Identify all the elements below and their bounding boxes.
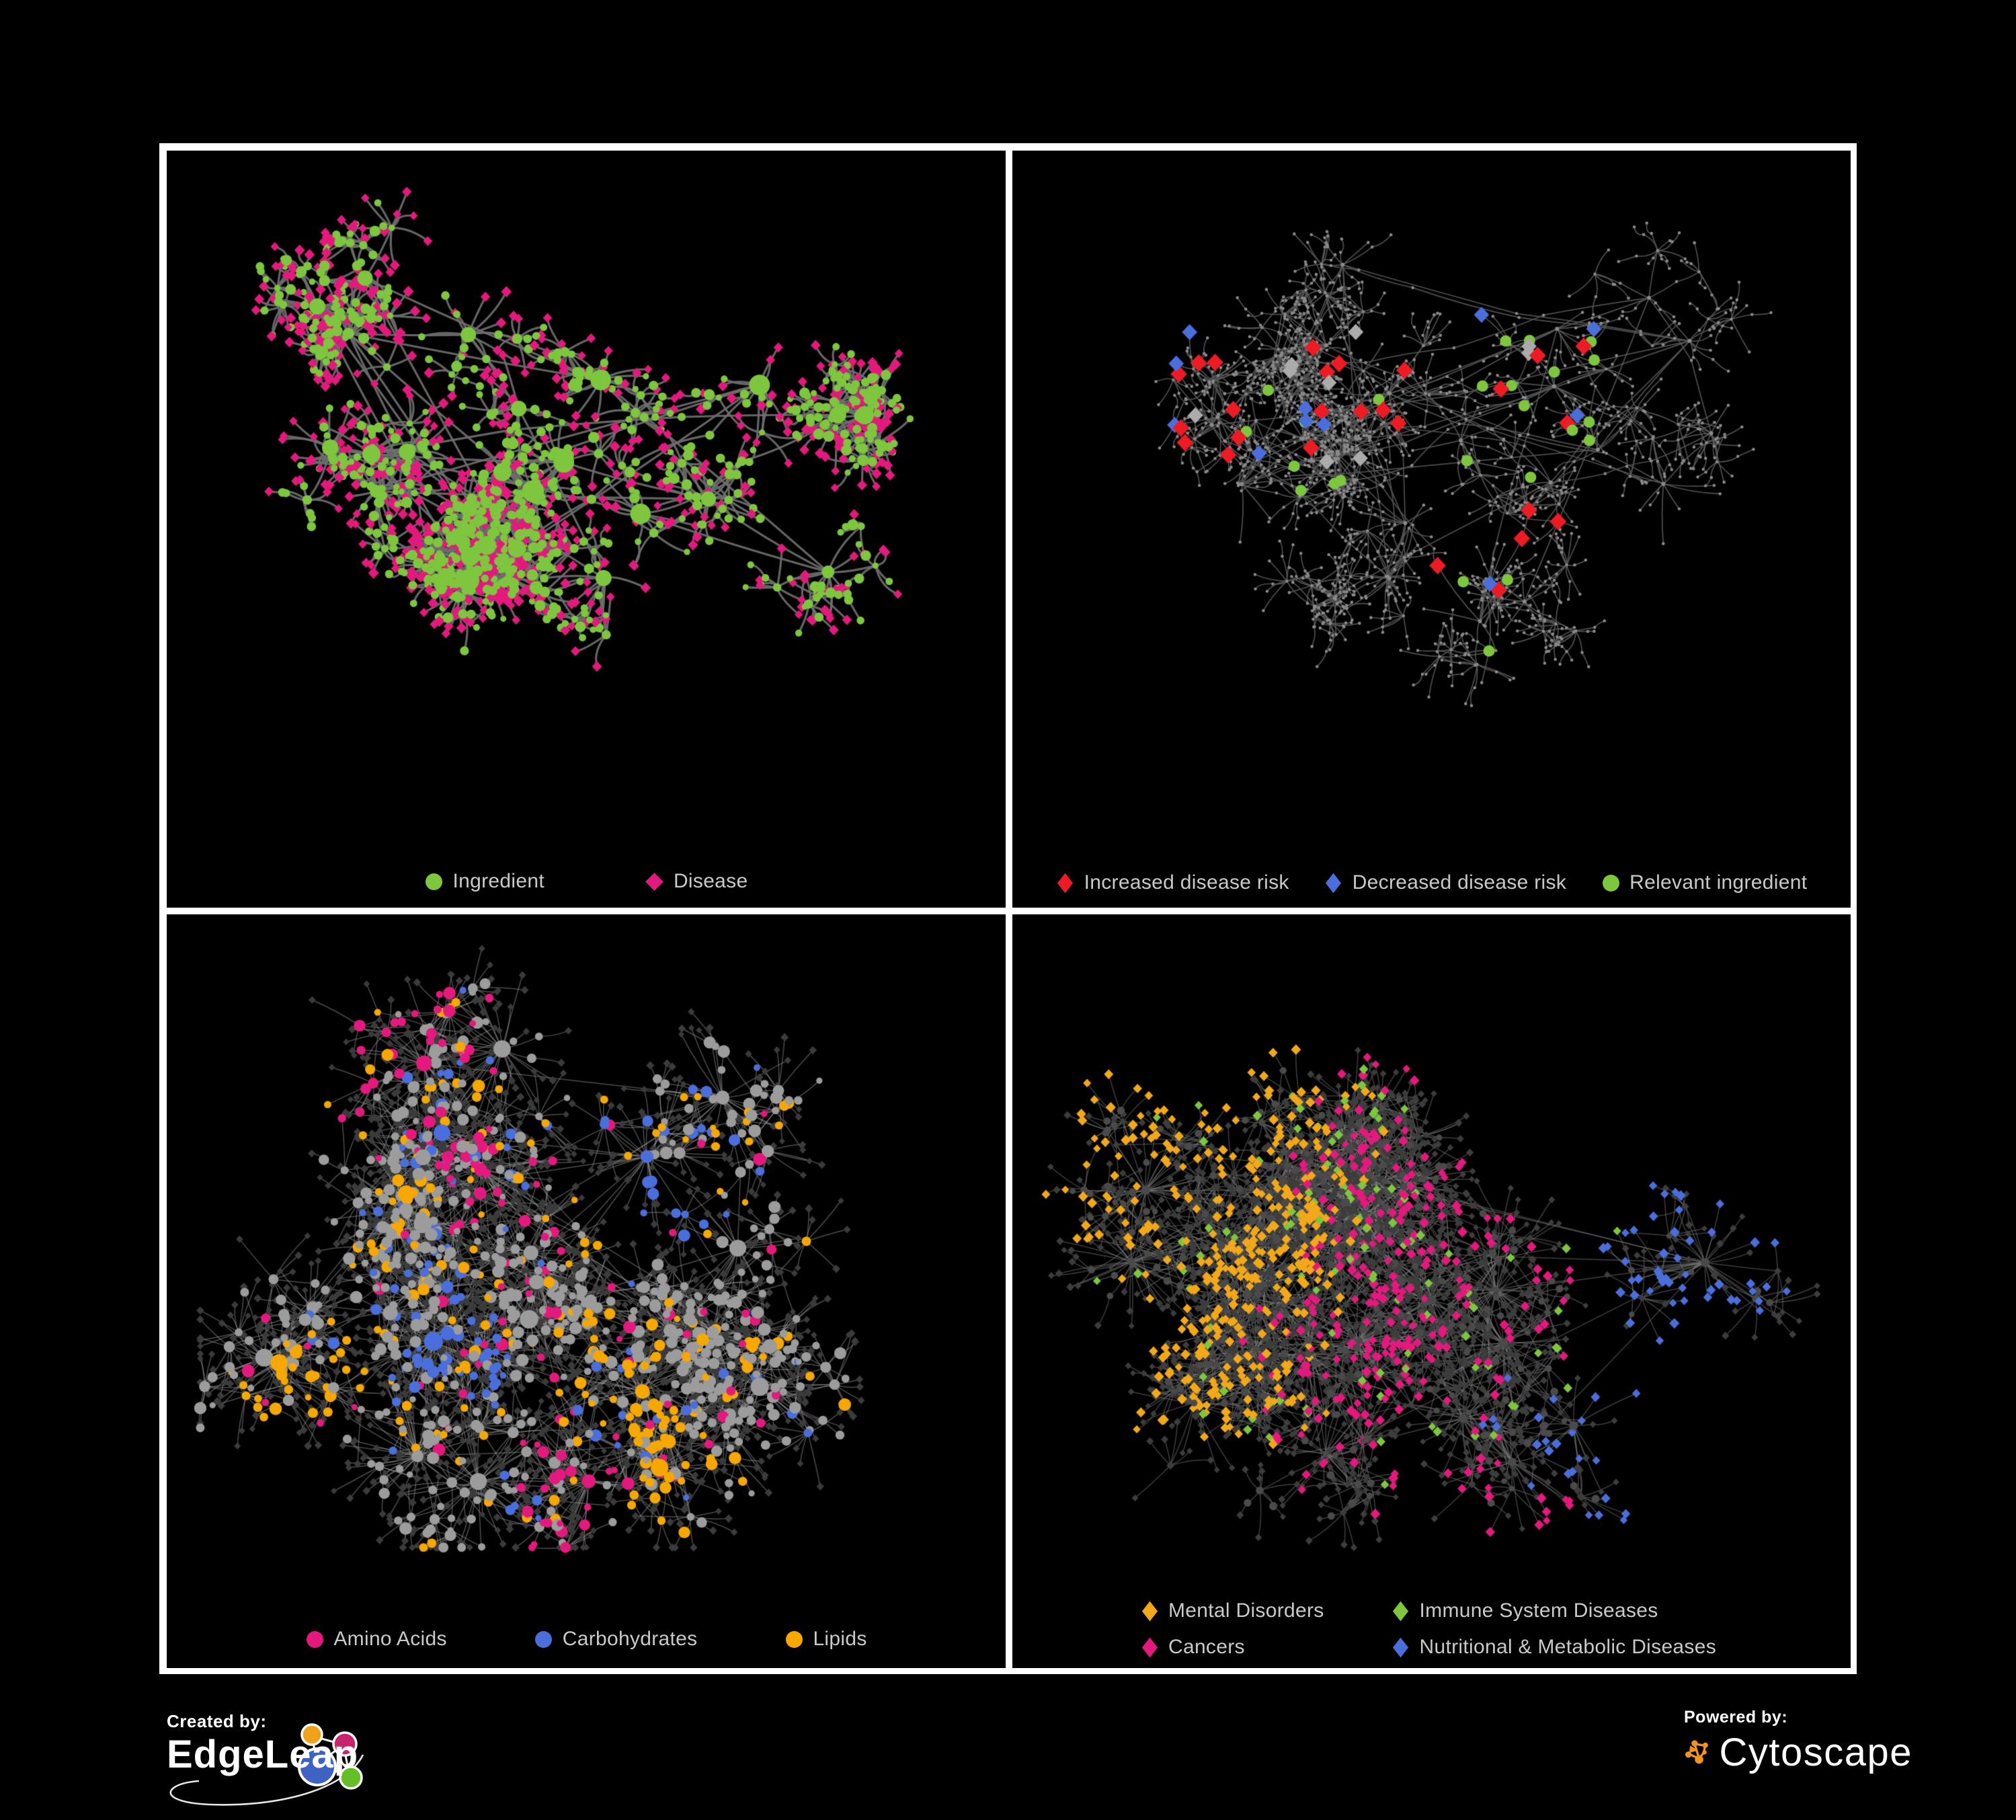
legend-item-relevant-ingredient: Relevant ingredient <box>1601 871 1807 894</box>
legend-label: Decreased disease risk <box>1352 871 1567 894</box>
legend-nutrient-classes: Amino Acids Carbohydrates Lipids <box>167 1628 1006 1651</box>
edgeleap-logo-icon <box>298 1723 363 1790</box>
network-graph-disease-risk <box>1012 151 1851 908</box>
relevant-ingredient-circle-icon <box>1601 873 1620 892</box>
legend-label: Cancers <box>1168 1636 1245 1658</box>
panel-divider-horizontal <box>159 908 1857 914</box>
legend-ingredient-disease: Ingredient Disease <box>167 870 1006 893</box>
mental-disorders-diamond-icon <box>1140 1601 1159 1621</box>
legend-label: Amino Acids <box>333 1628 447 1650</box>
lipids-circle-icon <box>784 1630 803 1649</box>
legend-label: Nutritional & Metabolic Diseases <box>1419 1636 1716 1658</box>
increased-risk-diamond-icon <box>1056 873 1075 893</box>
legend-disease-categories: Mental Disorders Cancers Immune System D… <box>1140 1599 1716 1659</box>
legend-item-nutritional-metabolic-diseases: Nutritional & Metabolic Diseases <box>1392 1636 1716 1659</box>
decreased-risk-diamond-icon <box>1324 873 1343 893</box>
edgeleap-swoosh <box>169 1754 364 1806</box>
legend-item-cancers: Cancers <box>1140 1636 1324 1659</box>
legend-label: Ingredient <box>452 870 545 892</box>
legend-item-lipids: Lipids <box>784 1628 866 1651</box>
edgeleap-brand-row: EdgeLeap <box>167 1723 409 1806</box>
cancers-diamond-icon <box>1140 1637 1159 1657</box>
legend-item-ingredient: Ingredient <box>425 870 545 893</box>
legend-label: Carbohydrates <box>562 1628 698 1650</box>
legend-disease-risk: Increased disease risk Decreased disease… <box>1012 871 1851 894</box>
powered-by-label: Powered by: <box>1684 1708 1788 1727</box>
legend-label: Disease <box>673 870 748 892</box>
nutritional-metabolic-diamond-icon <box>1392 1637 1410 1657</box>
legend-item-disease: Disease <box>645 870 748 893</box>
legend-item-decreased-risk: Decreased disease risk <box>1324 871 1566 894</box>
cytoscape-brand-row: Cytoscape <box>1684 1730 1912 1775</box>
legend-item-mental-disorders: Mental Disorders <box>1140 1599 1324 1622</box>
disease-diamond-icon <box>645 872 664 891</box>
panel-nutrient-classes: Amino Acids Carbohydrates Lipids <box>167 914 1006 1668</box>
legend-label: Relevant ingredient <box>1629 871 1808 894</box>
ingredient-circle-icon <box>425 872 444 891</box>
edgeleap-wordmark: EdgeLeap <box>167 1733 359 1776</box>
legend-label: Lipids <box>813 1628 867 1650</box>
network-graph-disease-categories <box>1012 914 1851 1668</box>
legend-item-increased-risk: Increased disease risk <box>1056 871 1289 894</box>
carbohydrates-circle-icon <box>534 1630 553 1649</box>
created-by-label: Created by: <box>167 1711 267 1731</box>
panel-disease-risk: Increased disease risk Decreased disease… <box>1012 151 1851 908</box>
immune-system-diamond-icon <box>1392 1601 1410 1621</box>
created-by-block: Created by: EdgeLeap <box>167 1711 409 1812</box>
panel-disease-categories: Mental Disorders Cancers Immune System D… <box>1012 914 1851 1668</box>
legend-label: Immune System Diseases <box>1419 1599 1658 1622</box>
network-graph-nutrient-classes <box>167 914 1006 1668</box>
legend-label: Increased disease risk <box>1084 871 1289 894</box>
cytoscape-logo-icon <box>1685 1739 1708 1764</box>
amino-acids-circle-icon <box>305 1630 324 1649</box>
legend-item-carbohydrates: Carbohydrates <box>534 1628 698 1651</box>
cytoscape-wordmark: Cytoscape <box>1719 1731 1912 1774</box>
legend-item-amino-acids: Amino Acids <box>305 1628 446 1651</box>
legend-item-immune-system-diseases: Immune System Diseases <box>1392 1599 1716 1622</box>
network-graph-ingredient-disease <box>167 151 1006 908</box>
powered-by-block: Powered by: Cytoscape <box>1684 1708 1912 1775</box>
panel-ingredient-disease: Ingredient Disease <box>167 151 1006 908</box>
legend-label: Mental Disorders <box>1168 1599 1324 1622</box>
